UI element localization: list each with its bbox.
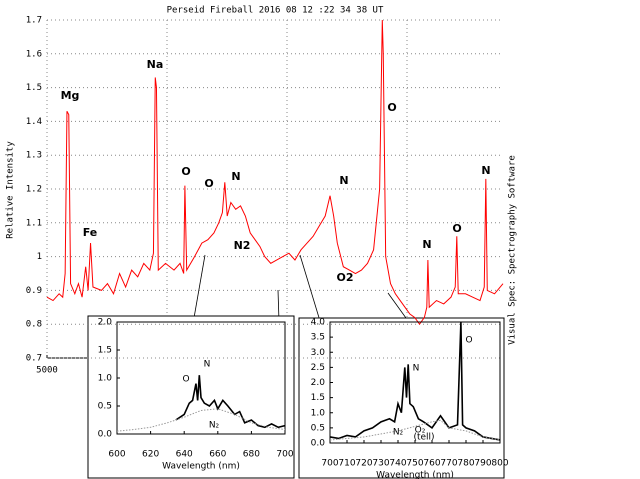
- y-tick-label: 0.0: [311, 439, 326, 449]
- annotation: N: [231, 170, 240, 183]
- annotation: N: [413, 364, 420, 374]
- y-tick-label: 1.4: [26, 117, 42, 127]
- y-tick-label: 0.5: [311, 423, 325, 433]
- annotation: N₂: [393, 428, 404, 438]
- y-tick-label: 1.2: [26, 185, 42, 195]
- annotation: Mg: [61, 89, 80, 102]
- y-tick-label: 0.5: [98, 402, 112, 412]
- annotation: N: [422, 238, 431, 251]
- x-tick-label: 680: [243, 450, 260, 460]
- y-tick-label: 1.7: [26, 16, 42, 26]
- inset-frame: [298, 317, 505, 479]
- annotation: N: [481, 164, 490, 177]
- y-tick-label: 1.6: [26, 49, 42, 59]
- series-line: [46, 19, 504, 326]
- y-tick-label: 1.1: [26, 218, 42, 228]
- annotation: O: [204, 177, 213, 190]
- y-tick-label: 3.0: [311, 348, 326, 358]
- series-line: [329, 419, 501, 441]
- x-tick-label: 790: [474, 459, 491, 469]
- x-tick-label: 700: [276, 450, 293, 460]
- x-tick-label: 700: [321, 459, 338, 469]
- annotation: N₂: [209, 421, 220, 431]
- y-tick-label: 1: [37, 252, 42, 262]
- y-tick-label: 2.0: [98, 318, 113, 328]
- series-line: [116, 408, 286, 432]
- y-tick-label: 4.0: [311, 318, 326, 328]
- x-axis-label: Wavelength (nm): [376, 471, 454, 479]
- x-tick-label: 770: [440, 459, 457, 469]
- y-tick-label: 0.9: [26, 286, 42, 296]
- annotation: N2: [234, 239, 251, 252]
- y-tick-label: 1.0: [311, 408, 326, 418]
- y-tick-label: 1.0: [98, 374, 113, 384]
- y-tick-label: 0.0: [98, 430, 113, 440]
- x-tick-label: 750: [406, 459, 423, 469]
- series-line: [329, 321, 501, 441]
- annotation: Na: [147, 58, 164, 71]
- y-tick-label: 0.7: [26, 354, 42, 364]
- y-tick-label: 0.8: [26, 320, 42, 330]
- annotation: (tell): [413, 433, 434, 443]
- y-tick-label: 1.5: [311, 393, 325, 403]
- annotation: N: [339, 174, 348, 187]
- annotation: N: [204, 360, 211, 370]
- y-tick-label: 1.5: [26, 83, 42, 93]
- annotation: O2: [336, 271, 353, 284]
- y-axis-label: Relative Intensity: [6, 141, 16, 239]
- y-tick-label: 2.0: [311, 378, 326, 388]
- x-tick-label: 660: [209, 450, 226, 460]
- x-tick-label: 5000: [36, 366, 58, 376]
- annotation: Fe: [83, 226, 98, 239]
- x-tick-label: 720: [355, 459, 372, 469]
- x-tick-label: 710: [338, 459, 355, 469]
- annotation: O: [465, 336, 472, 346]
- x-axis-label: Wavelength (nm): [162, 462, 240, 472]
- y-tick-label: 2.5: [311, 363, 325, 373]
- x-tick-label: 730: [372, 459, 389, 469]
- x-tick-label: 640: [176, 450, 193, 460]
- annotation: O: [387, 101, 396, 114]
- chart-title: Perseid Fireball 2016 08 12 :22 34 38 UT: [167, 6, 384, 16]
- x-tick-label: 620: [142, 450, 159, 460]
- annotation: O: [181, 165, 190, 178]
- x-tick-label: 780: [457, 459, 474, 469]
- y-tick-label: 1.5: [98, 346, 112, 356]
- inset-frame: [87, 315, 295, 479]
- annotation: O₂: [415, 426, 426, 436]
- y-tick-label: 1.3: [26, 151, 42, 161]
- annotation: O: [452, 222, 461, 235]
- series-line: [175, 375, 286, 429]
- x-tick-label: 740: [389, 459, 406, 469]
- x-tick-label: 760: [423, 459, 440, 469]
- y-tick-label: 3.5: [311, 333, 325, 343]
- x-tick-label: 800: [491, 459, 508, 469]
- side-note: Visual Spec: Spectrography Software: [508, 155, 518, 345]
- x-tick-label: 600: [108, 450, 125, 460]
- annotation: O: [182, 375, 189, 385]
